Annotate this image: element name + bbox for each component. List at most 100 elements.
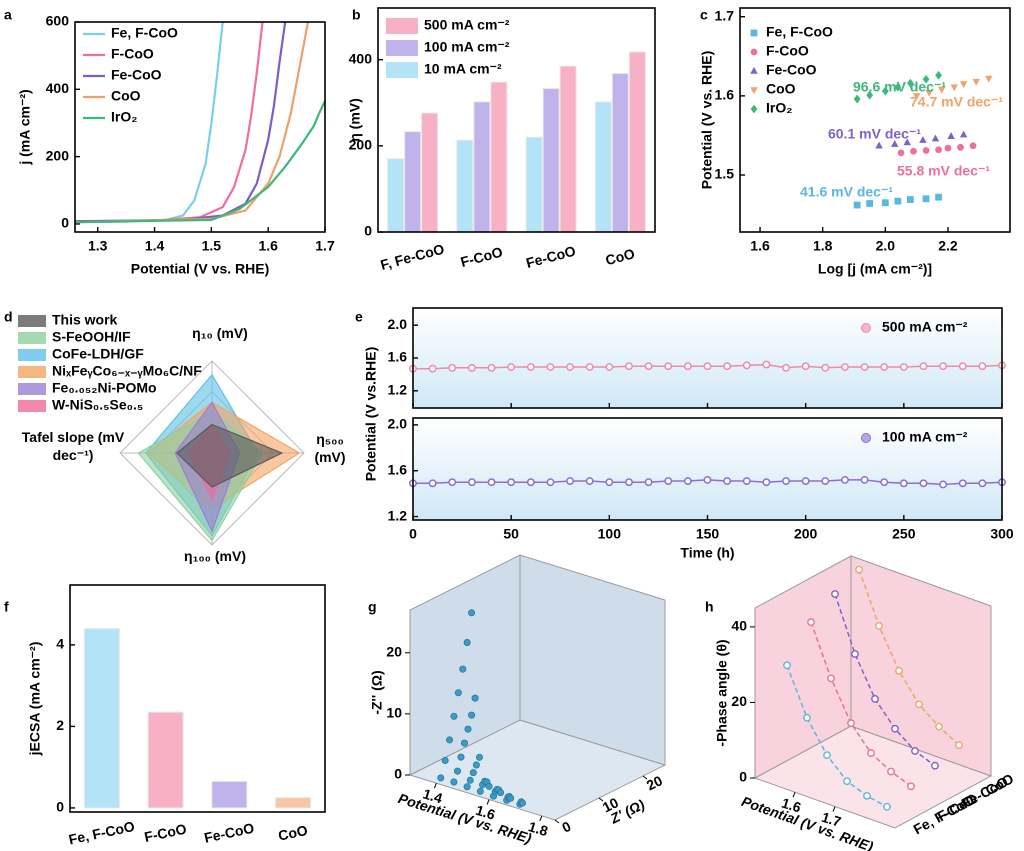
data-line <box>834 593 936 767</box>
legend-label: CoO <box>766 81 796 97</box>
y-tick-label: 1.2 <box>388 381 408 397</box>
data-point <box>441 756 449 764</box>
data-line <box>74 21 310 224</box>
data-point <box>472 761 480 769</box>
data-point <box>448 478 457 487</box>
bar <box>147 711 184 809</box>
data-point <box>664 362 673 371</box>
data-point <box>507 478 516 487</box>
y-axis-label: jECSA (mA cm⁻²) <box>27 642 43 757</box>
x-tick <box>486 799 490 805</box>
y-tick-label: 400 <box>349 50 373 66</box>
y-tick-label: 1.6 <box>388 349 408 365</box>
data-point <box>880 363 889 371</box>
x-tick-label: 1.6 <box>780 795 803 816</box>
radar-axis-label: Tafel slope (mV dec⁻¹) <box>21 429 125 463</box>
data-point <box>910 147 917 155</box>
data-point <box>821 477 830 485</box>
x-tick-label: 1.8 <box>813 238 833 254</box>
x-tick-label: 1.6 <box>258 238 278 254</box>
legend-label: W-NiS₀.₅Se₀.₅ <box>52 397 143 413</box>
data-point <box>821 363 830 372</box>
x-tick-label: 1.3 <box>88 238 108 254</box>
data-point <box>644 478 653 487</box>
data-point <box>984 75 993 83</box>
z-tick-label: 0 <box>739 769 747 785</box>
x-tick-label: 2.0 <box>876 238 896 254</box>
data-point <box>881 86 889 96</box>
x-tick-label: 150 <box>696 526 720 542</box>
side-wall <box>519 554 666 766</box>
legend-label: Fe, F-CoO <box>766 24 833 40</box>
data-point <box>469 769 477 777</box>
bar <box>490 81 508 233</box>
bar <box>387 158 405 233</box>
y-tick-label: 2.0 <box>388 416 408 432</box>
y-tick-label: 200 <box>349 137 373 153</box>
legend-label: NiₓFeᵧCo₆₋ₓ₋ᵧMo₆C/NF <box>52 363 202 379</box>
data-point <box>801 477 810 485</box>
x-tick <box>539 815 543 822</box>
y-tick-label: 0 <box>559 818 573 836</box>
data-point <box>782 477 790 485</box>
x-tick <box>433 782 437 789</box>
data-point <box>880 478 889 487</box>
data-point <box>762 360 771 369</box>
data-point <box>957 143 964 151</box>
plot-frame <box>739 7 1011 233</box>
y-tick-label: 200 <box>46 147 70 163</box>
radar-area <box>176 423 284 488</box>
data-point <box>944 144 952 152</box>
data-point <box>911 747 919 755</box>
x-tick-label: CoO <box>277 822 309 844</box>
data-point <box>897 149 905 157</box>
legend-label: Fe, F-CoO <box>111 25 178 41</box>
legend-swatch <box>18 366 46 378</box>
legend-label: 100 mA cm⁻² <box>424 39 510 55</box>
z-tick-label: 0 <box>394 766 402 782</box>
x-tick <box>792 792 796 798</box>
data-point <box>937 86 946 94</box>
data-point <box>894 197 902 205</box>
data-point <box>526 478 535 487</box>
data-point <box>467 478 476 487</box>
z-tick-label: 40 <box>731 618 747 634</box>
data-point <box>919 362 928 371</box>
data-point <box>860 475 869 484</box>
data-point <box>906 196 914 203</box>
data-point <box>922 147 930 154</box>
data-point <box>875 621 883 630</box>
data-point <box>847 719 855 728</box>
bar <box>275 797 312 809</box>
bar <box>542 88 560 233</box>
annotation: 55.8 mV dec⁻¹ <box>897 163 990 179</box>
data-point <box>683 477 692 485</box>
y-tick-label: 4 <box>56 636 64 652</box>
y-tick-label: 1.6 <box>388 461 408 477</box>
data-point <box>644 362 653 371</box>
data-point <box>935 193 942 201</box>
data-point <box>463 783 471 791</box>
legend-marker <box>750 87 758 95</box>
x-tick <box>832 806 836 812</box>
legend-marker <box>750 104 758 114</box>
y-tick-label: 1.2 <box>388 507 408 523</box>
data-point <box>446 736 454 744</box>
y-tick-label: 600 <box>46 13 70 29</box>
data-point <box>887 767 895 776</box>
x-tick-label: F, Fe-CoO <box>379 241 446 273</box>
legend-label: S-FeOOH/IF <box>52 329 131 345</box>
panel-label: d <box>4 309 13 325</box>
panel-label: g <box>368 599 377 615</box>
y-tick-label: 2.0 <box>388 316 408 332</box>
plot-frame <box>377 7 656 233</box>
data-point <box>461 739 469 747</box>
plot-frame <box>74 21 326 233</box>
legend-label: 10 mA cm⁻² <box>424 61 502 77</box>
panel-label: a <box>4 7 12 23</box>
legend-label: Fe₀.₀₅₂Ni-POMo <box>52 380 157 396</box>
legend-label: Fe-CoO <box>111 67 162 83</box>
data-line <box>74 21 287 223</box>
data-point <box>853 201 861 209</box>
